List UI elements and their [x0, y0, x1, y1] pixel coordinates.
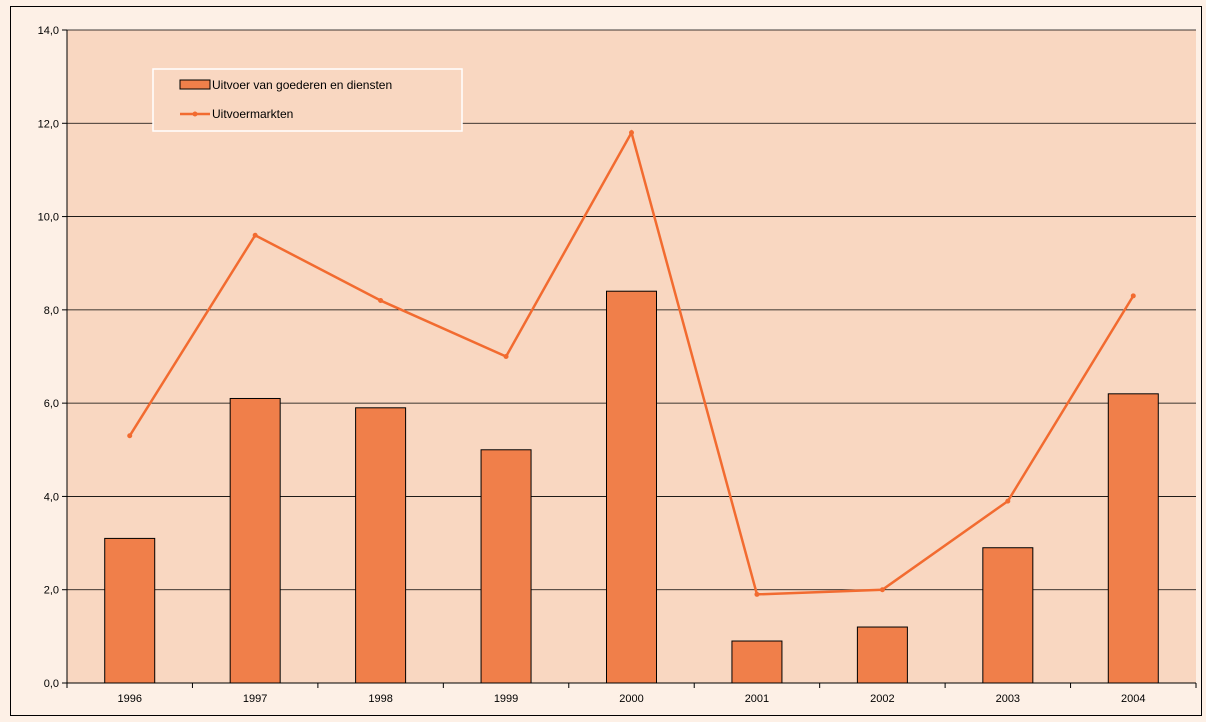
- legend: Uitvoer van goederen en diensten Uitvoer…: [152, 68, 463, 132]
- line-point: [754, 591, 760, 597]
- bar: [606, 290, 657, 684]
- line-point: [378, 298, 384, 304]
- y-tick-label: 10,0: [38, 212, 59, 224]
- y-tick-label: 2,0: [44, 585, 59, 597]
- y-tick-label: 14,0: [38, 25, 59, 37]
- x-tick-label: 1998: [368, 693, 392, 705]
- line-point: [252, 232, 258, 238]
- bar: [982, 547, 1034, 684]
- legend-label-line: Uitvoermarkten: [212, 107, 293, 121]
- line-point: [1130, 293, 1136, 299]
- x-tick-label: 2001: [745, 693, 769, 705]
- bar: [731, 640, 783, 684]
- line-point: [629, 130, 634, 136]
- y-tick-label: 6,0: [44, 398, 59, 410]
- y-tick-label: 4,0: [44, 491, 59, 503]
- line-point: [879, 587, 885, 593]
- legend-bar-swatch: [179, 79, 211, 90]
- legend-label-bars: Uitvoer van goederen en diensten: [212, 78, 392, 92]
- x-tick-label: 1996: [117, 693, 141, 705]
- line-point: [503, 354, 509, 359]
- legend-line-marker: [192, 111, 198, 117]
- line-point: [127, 433, 133, 439]
- bar: [856, 626, 908, 684]
- legend-box: [152, 68, 463, 132]
- y-tick-label: 0,0: [44, 678, 59, 690]
- x-tick-label: 2000: [619, 693, 643, 705]
- x-tick-label: 2002: [870, 693, 894, 705]
- bar: [1107, 393, 1159, 684]
- bar: [229, 397, 281, 684]
- axes: 0,0 2,0 4,0 6,0 8,0 10,0 12,0 14,0 1996 1997 1998 1…: [38, 25, 1197, 705]
- bar: [355, 407, 407, 684]
- line-series: [127, 129, 1136, 597]
- bar: [480, 449, 532, 684]
- x-tick-label: 1997: [243, 693, 267, 705]
- line-point: [1005, 498, 1011, 504]
- bar: [104, 537, 156, 684]
- y-tick-label: 8,0: [44, 305, 59, 317]
- y-tick-label: 12,0: [38, 118, 59, 130]
- x-tick-label: 2003: [996, 693, 1020, 705]
- x-tick-label: 2004: [1121, 693, 1145, 705]
- x-tick-label: 1999: [494, 693, 518, 705]
